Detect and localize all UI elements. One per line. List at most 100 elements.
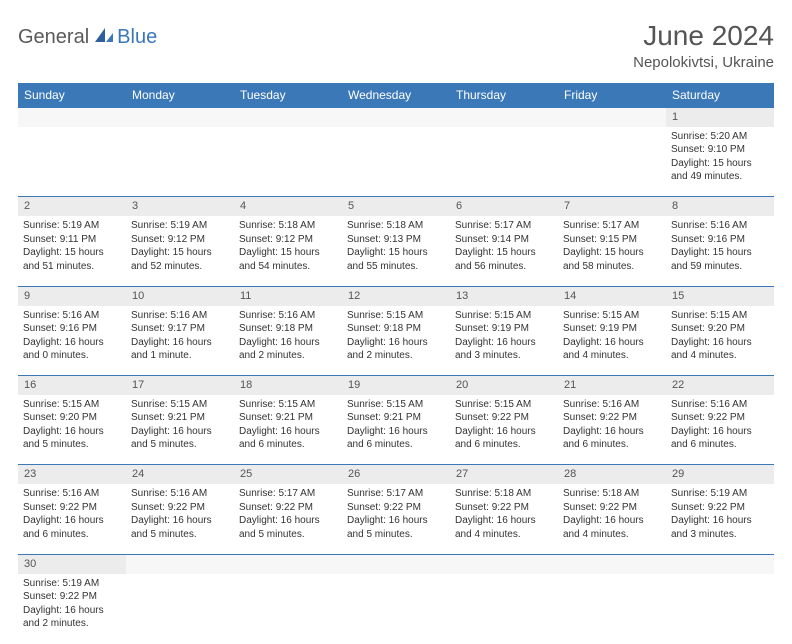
day-detail-cell: Sunrise: 5:19 AMSunset: 9:12 PMDaylight:…	[126, 216, 234, 286]
day-number-cell	[126, 108, 234, 127]
day-detail-cell	[558, 127, 666, 197]
logo: General Blue	[18, 26, 157, 49]
sunset-line: Sunset: 9:21 PM	[347, 411, 445, 425]
sunset-line: Sunset: 9:22 PM	[671, 501, 769, 515]
day-detail-cell	[126, 127, 234, 197]
day-number-cell: 21	[558, 376, 666, 395]
day-detail-cell	[450, 574, 558, 644]
daylight-line: Daylight: 16 hours and 4 minutes.	[671, 336, 769, 363]
sunrise-line: Sunrise: 5:16 AM	[23, 309, 121, 323]
sunset-line: Sunset: 9:12 PM	[131, 233, 229, 247]
day-number-cell: 18	[234, 376, 342, 395]
day-number-cell	[342, 108, 450, 127]
day-detail-cell: Sunrise: 5:18 AMSunset: 9:12 PMDaylight:…	[234, 216, 342, 286]
day-detail-cell: Sunrise: 5:16 AMSunset: 9:17 PMDaylight:…	[126, 306, 234, 376]
sunset-line: Sunset: 9:22 PM	[455, 411, 553, 425]
daylight-line: Daylight: 16 hours and 1 minute.	[131, 336, 229, 363]
day-number-cell: 20	[450, 376, 558, 395]
day-detail-cell: Sunrise: 5:16 AMSunset: 9:22 PMDaylight:…	[126, 484, 234, 554]
day-number-cell: 24	[126, 465, 234, 484]
day-detail-cell	[234, 127, 342, 197]
daylight-line: Daylight: 15 hours and 54 minutes.	[239, 246, 337, 273]
day-detail-cell: Sunrise: 5:19 AMSunset: 9:22 PMDaylight:…	[666, 484, 774, 554]
sunset-line: Sunset: 9:16 PM	[23, 322, 121, 336]
day-number-cell	[234, 554, 342, 573]
daylight-line: Daylight: 16 hours and 5 minutes.	[347, 514, 445, 541]
day-number-cell: 29	[666, 465, 774, 484]
day-number-cell: 13	[450, 286, 558, 305]
sunset-line: Sunset: 9:20 PM	[671, 322, 769, 336]
day-number-cell: 14	[558, 286, 666, 305]
daylight-line: Daylight: 16 hours and 2 minutes.	[239, 336, 337, 363]
day-number-cell: 3	[126, 197, 234, 216]
day-detail-cell: Sunrise: 5:18 AMSunset: 9:13 PMDaylight:…	[342, 216, 450, 286]
day-detail-row: Sunrise: 5:19 AMSunset: 9:11 PMDaylight:…	[18, 216, 774, 286]
daylight-line: Daylight: 15 hours and 55 minutes.	[347, 246, 445, 273]
sunset-line: Sunset: 9:19 PM	[563, 322, 661, 336]
daylight-line: Daylight: 16 hours and 4 minutes.	[563, 336, 661, 363]
day-number-cell: 1	[666, 108, 774, 127]
day-detail-cell: Sunrise: 5:16 AMSunset: 9:22 PMDaylight:…	[18, 484, 126, 554]
sunset-line: Sunset: 9:10 PM	[671, 143, 769, 157]
day-detail-cell: Sunrise: 5:18 AMSunset: 9:22 PMDaylight:…	[450, 484, 558, 554]
day-detail-cell: Sunrise: 5:17 AMSunset: 9:14 PMDaylight:…	[450, 216, 558, 286]
daylight-line: Daylight: 16 hours and 5 minutes.	[131, 514, 229, 541]
day-number-row: 2345678	[18, 197, 774, 216]
sunset-line: Sunset: 9:22 PM	[455, 501, 553, 515]
day-number-cell	[234, 108, 342, 127]
sunset-line: Sunset: 9:21 PM	[239, 411, 337, 425]
day-number-cell: 28	[558, 465, 666, 484]
day-number-cell: 23	[18, 465, 126, 484]
sunset-line: Sunset: 9:17 PM	[131, 322, 229, 336]
daylight-line: Daylight: 15 hours and 59 minutes.	[671, 246, 769, 273]
sunrise-line: Sunrise: 5:19 AM	[23, 577, 121, 591]
sunrise-line: Sunrise: 5:16 AM	[131, 309, 229, 323]
day-detail-cell	[558, 574, 666, 644]
day-detail-cell	[126, 574, 234, 644]
day-number-cell: 27	[450, 465, 558, 484]
day-detail-cell: Sunrise: 5:16 AMSunset: 9:16 PMDaylight:…	[666, 216, 774, 286]
day-number-row: 9101112131415	[18, 286, 774, 305]
day-number-cell: 22	[666, 376, 774, 395]
day-number-row: 23242526272829	[18, 465, 774, 484]
day-number-cell: 7	[558, 197, 666, 216]
day-number-cell	[558, 554, 666, 573]
sunrise-line: Sunrise: 5:15 AM	[455, 398, 553, 412]
sunrise-line: Sunrise: 5:19 AM	[671, 487, 769, 501]
day-detail-cell: Sunrise: 5:19 AMSunset: 9:22 PMDaylight:…	[18, 574, 126, 644]
day-detail-cell: Sunrise: 5:15 AMSunset: 9:20 PMDaylight:…	[18, 395, 126, 465]
day-detail-cell: Sunrise: 5:20 AMSunset: 9:10 PMDaylight:…	[666, 127, 774, 197]
daylight-line: Daylight: 16 hours and 5 minutes.	[239, 514, 337, 541]
sunrise-line: Sunrise: 5:18 AM	[455, 487, 553, 501]
daylight-line: Daylight: 15 hours and 58 minutes.	[563, 246, 661, 273]
sunrise-line: Sunrise: 5:18 AM	[347, 219, 445, 233]
day-number-cell: 12	[342, 286, 450, 305]
daylight-line: Daylight: 16 hours and 3 minutes.	[671, 514, 769, 541]
daylight-line: Daylight: 16 hours and 6 minutes.	[347, 425, 445, 452]
day-number-cell	[342, 554, 450, 573]
sunset-line: Sunset: 9:22 PM	[563, 501, 661, 515]
day-detail-row: Sunrise: 5:16 AMSunset: 9:16 PMDaylight:…	[18, 306, 774, 376]
day-detail-cell: Sunrise: 5:15 AMSunset: 9:20 PMDaylight:…	[666, 306, 774, 376]
daylight-line: Daylight: 15 hours and 52 minutes.	[131, 246, 229, 273]
sunset-line: Sunset: 9:18 PM	[347, 322, 445, 336]
sunrise-line: Sunrise: 5:16 AM	[23, 487, 121, 501]
daylight-line: Daylight: 15 hours and 56 minutes.	[455, 246, 553, 273]
day-number-cell: 6	[450, 197, 558, 216]
day-number-row: 16171819202122	[18, 376, 774, 395]
sunset-line: Sunset: 9:22 PM	[23, 590, 121, 604]
day-detail-cell: Sunrise: 5:15 AMSunset: 9:22 PMDaylight:…	[450, 395, 558, 465]
day-number-cell: 30	[18, 554, 126, 573]
sunrise-line: Sunrise: 5:20 AM	[671, 130, 769, 144]
sunrise-line: Sunrise: 5:16 AM	[239, 309, 337, 323]
daylight-line: Daylight: 16 hours and 4 minutes.	[455, 514, 553, 541]
day-detail-cell	[342, 127, 450, 197]
day-header: Friday	[558, 83, 666, 108]
day-detail-cell	[234, 574, 342, 644]
day-detail-cell: Sunrise: 5:16 AMSunset: 9:18 PMDaylight:…	[234, 306, 342, 376]
day-detail-cell	[450, 127, 558, 197]
day-detail-row: Sunrise: 5:15 AMSunset: 9:20 PMDaylight:…	[18, 395, 774, 465]
sail-icon	[93, 26, 115, 49]
day-detail-cell: Sunrise: 5:15 AMSunset: 9:19 PMDaylight:…	[450, 306, 558, 376]
sunset-line: Sunset: 9:22 PM	[239, 501, 337, 515]
